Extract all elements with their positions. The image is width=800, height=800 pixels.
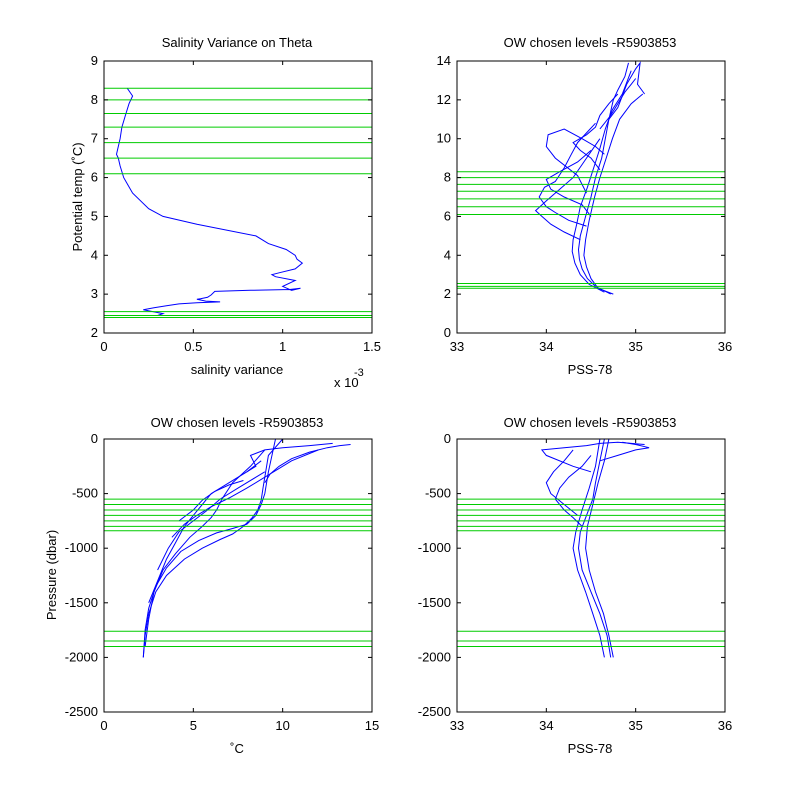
y-tick-label: 6 (444, 208, 451, 223)
y-tick-label: 8 (444, 170, 451, 185)
y-tick-label: 2 (444, 286, 451, 301)
plot-content (104, 438, 372, 658)
panel-title: Salinity Variance on Theta (162, 35, 313, 50)
x-tick-label: 15 (365, 718, 379, 733)
series-line (583, 93, 644, 295)
y-tick-label: 12 (437, 92, 451, 107)
axes-frame (103, 60, 373, 334)
series-line (246, 442, 333, 473)
series-line (534, 138, 601, 241)
x-tick-label: 0 (100, 339, 107, 354)
x-exponent-label: -3 (354, 367, 364, 379)
plot-area (103, 60, 373, 334)
series-line (264, 444, 351, 483)
series-line (599, 441, 650, 462)
y-tick-label: 4 (91, 247, 98, 262)
x-tick-label: 34 (539, 718, 553, 733)
x-tick-label: 36 (718, 339, 732, 354)
y-tick-label: -1500 (65, 595, 98, 610)
x-tick-label: 33 (450, 718, 464, 733)
y-tick-label: 9 (91, 53, 98, 68)
y-tick-label: 14 (437, 53, 451, 68)
x-tick-label: 1.5 (363, 339, 381, 354)
y-tick-label: -500 (425, 486, 451, 501)
series-line (599, 78, 637, 130)
x-tick-label: 34 (539, 339, 553, 354)
axes-frame (456, 438, 726, 713)
y-tick-label: 3 (91, 286, 98, 301)
x-tick-label: 1 (279, 339, 286, 354)
x-tick-label: 10 (275, 718, 289, 733)
axes-frame (103, 438, 373, 713)
panel-title: OW chosen levels -R5903853 (504, 415, 677, 430)
y-axis-label: Potential temp (˚C) (70, 142, 85, 251)
y-tick-label: -2000 (418, 649, 451, 664)
panel-salinity-variance: Salinity Variance on Theta salinity vari… (70, 35, 381, 390)
x-tick-label: 5 (190, 718, 197, 733)
x-tick-label: 0 (100, 718, 107, 733)
y-tick-label: -1000 (65, 540, 98, 555)
plot-area (103, 438, 373, 713)
y-tick-label: -2500 (65, 704, 98, 719)
x-tick-label: 35 (628, 339, 642, 354)
x-multiplier-label: x 10 (334, 375, 359, 390)
panel-title: OW chosen levels -R5903853 (504, 35, 677, 50)
series-line (115, 87, 304, 316)
series-line (545, 128, 605, 194)
series-line (572, 93, 619, 171)
series-line (577, 438, 612, 658)
y-tick-label: -500 (72, 486, 98, 501)
y-tick-label: 0 (91, 431, 98, 446)
y-tick-label: -1000 (418, 540, 451, 555)
series-line (142, 438, 276, 658)
y-tick-label: 5 (91, 208, 98, 223)
series-line (572, 438, 605, 658)
y-tick-label: -2500 (418, 704, 451, 719)
panel-pressure-temperature: OW chosen levels -R5903853 ˚C Pressure (… (44, 415, 379, 756)
x-tick-label: 33 (450, 339, 464, 354)
y-tick-label: 7 (91, 131, 98, 146)
x-tick-label: 36 (718, 718, 732, 733)
panel-title: OW chosen levels -R5903853 (151, 415, 324, 430)
axes-frame (456, 60, 726, 334)
x-tick-label: 35 (628, 718, 642, 733)
x-tick-label: 0.5 (184, 339, 202, 354)
y-tick-label: -1500 (418, 595, 451, 610)
x-axis-label: salinity variance (191, 362, 284, 377)
plot-content (457, 438, 725, 658)
x-axis-label: ˚C (230, 741, 244, 756)
y-tick-label: 0 (444, 431, 451, 446)
x-axis-label: PSS-78 (568, 741, 613, 756)
y-tick-label: 2 (91, 325, 98, 340)
y-tick-label: 6 (91, 170, 98, 185)
y-tick-label: -2000 (65, 649, 98, 664)
y-axis-label: Pressure (dbar) (44, 530, 59, 620)
series-line (608, 61, 646, 120)
series-line (540, 441, 645, 473)
x-axis-label: PSS-78 (568, 362, 613, 377)
series-line (585, 438, 614, 658)
series-line (142, 438, 284, 658)
y-tick-label: 4 (444, 247, 451, 262)
y-tick-label: 0 (444, 325, 451, 340)
panel-pressure-salinity: OW chosen levels -R5903853 PSS-78 33 34 35… (418, 415, 732, 756)
series-line (178, 480, 244, 522)
y-tick-label: 8 (91, 92, 98, 107)
panel-theta-salinity: OW chosen levels -R5903853 PSS-78 33 34 35… (437, 35, 733, 377)
y-tick-label: 10 (437, 131, 451, 146)
plot-content (457, 61, 725, 295)
plot-content (104, 87, 372, 318)
